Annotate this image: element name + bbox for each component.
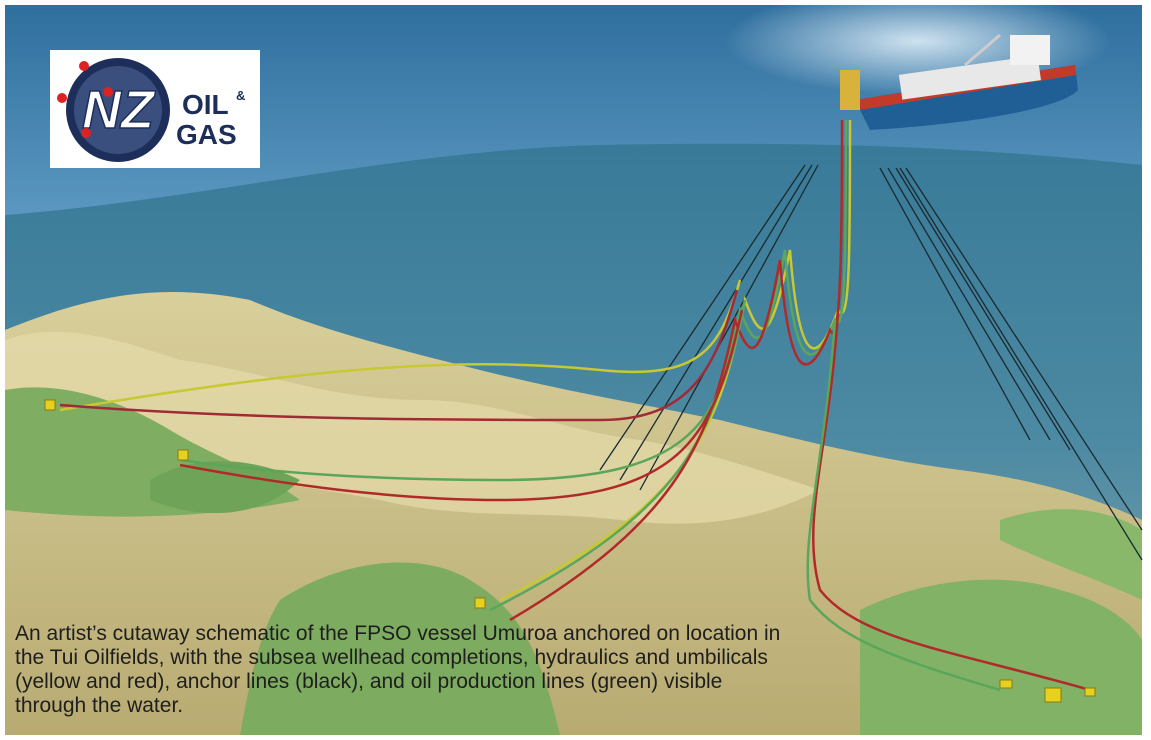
caption-line: the Tui Oilfields, with the subsea wellh… [15, 646, 768, 669]
logo-mark: NZ [82, 80, 156, 140]
logo: NZ OIL & GAS [50, 50, 260, 168]
green-slope [860, 579, 1142, 735]
logo-ring [74, 66, 162, 154]
green-slope [150, 461, 300, 514]
caption-line: An artist’s cutaway schematic of the FPS… [15, 622, 780, 645]
caption-line: (yellow and red), anchor lines (black), … [15, 670, 722, 693]
flow-lines [59, 119, 1091, 692]
wellheads [44, 399, 1096, 703]
logo-stars [57, 61, 113, 138]
logo-amp: & [236, 88, 245, 103]
logo-word: OIL [182, 89, 229, 120]
ship [840, 33, 1078, 130]
caption: An artist’s cutaway schematic of the FPS… [15, 622, 780, 717]
green-slope [1000, 509, 1142, 600]
anchor-lines [599, 164, 1143, 561]
logo-word: GAS [176, 119, 237, 150]
scene [5, 5, 1143, 735]
caption-line: through the water. [15, 694, 183, 717]
